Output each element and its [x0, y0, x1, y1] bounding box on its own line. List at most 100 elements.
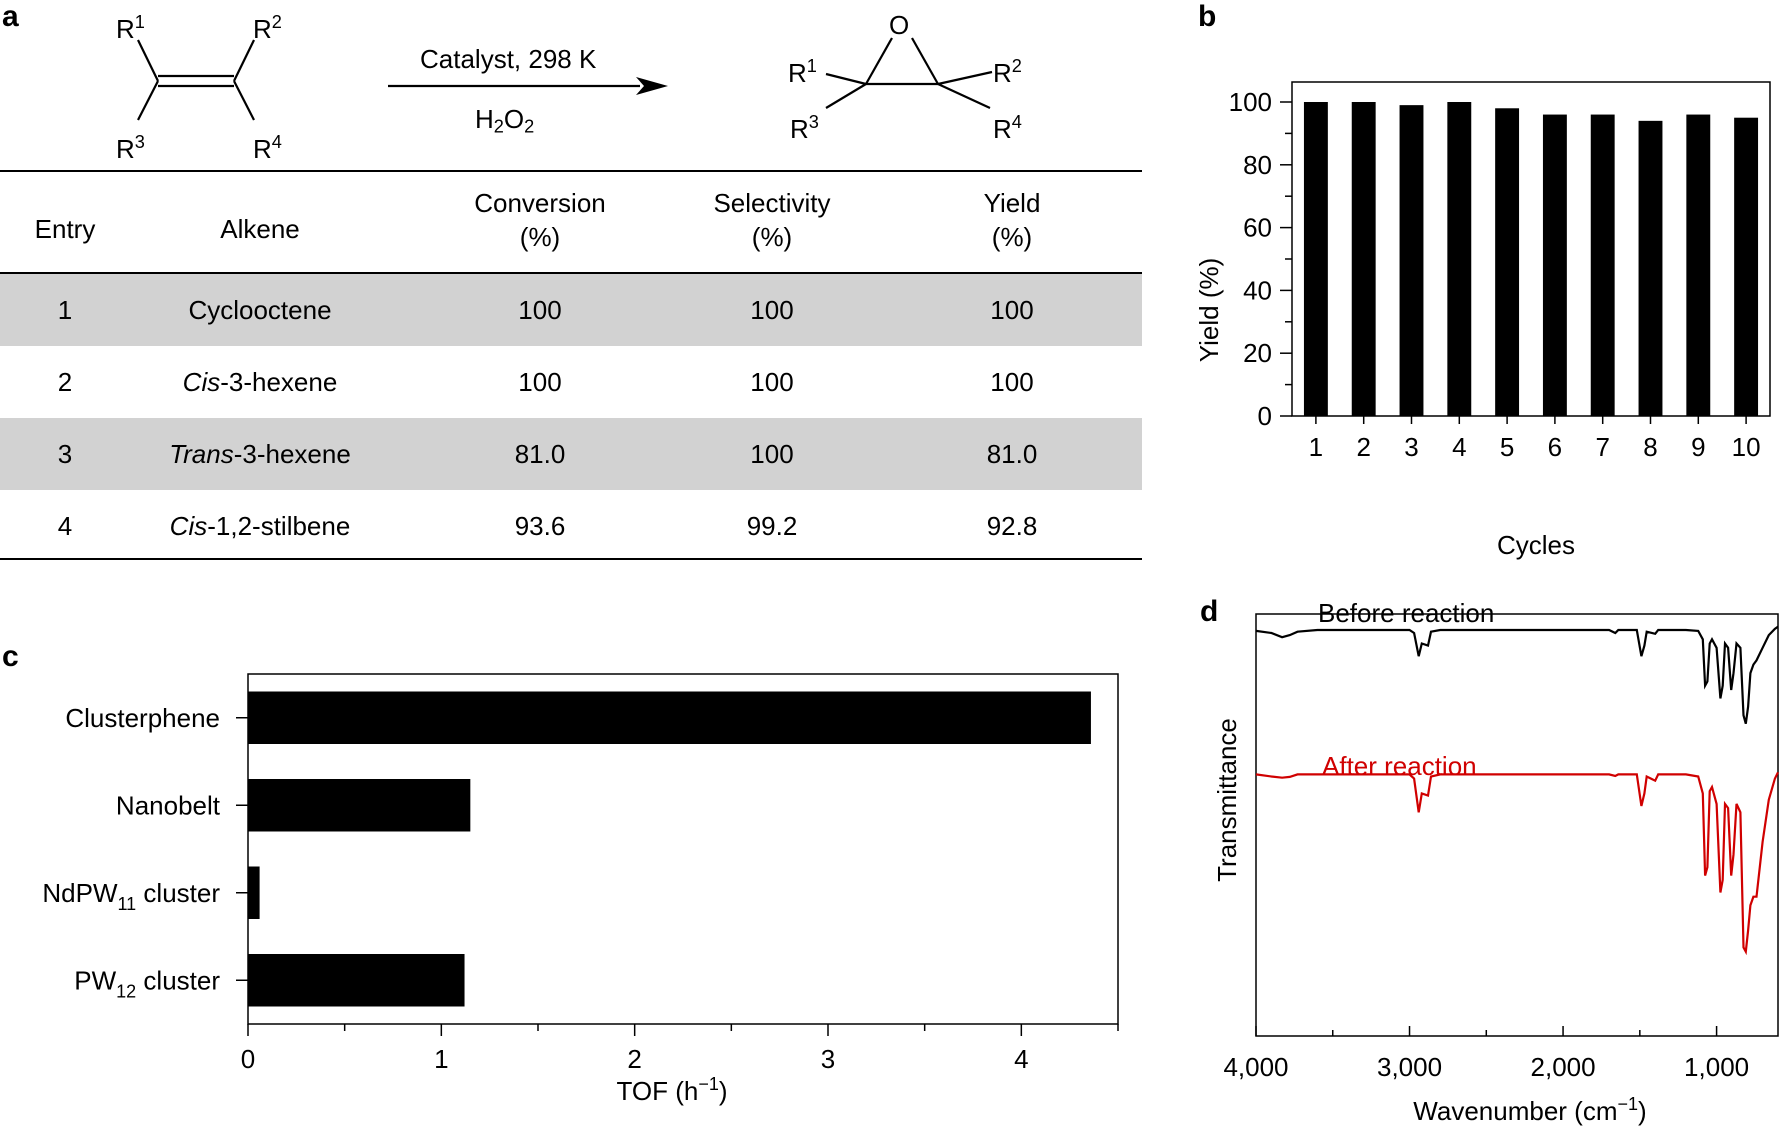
epoxide-oxygen: O: [889, 10, 910, 40]
reactant-r1: R1: [116, 12, 145, 44]
b-x-tick-label: 2: [1356, 432, 1370, 462]
reactant-r3: R3: [116, 132, 145, 164]
table-row: 1 Cyclooctene 100 100 100: [0, 274, 1142, 346]
panel-label-b: b: [1198, 0, 1217, 33]
b-x-tick-label: 8: [1643, 432, 1657, 462]
b-bar: [1686, 114, 1711, 416]
c-category-label: PW12 cluster: [74, 965, 220, 1001]
cell-entry: 2: [57, 366, 73, 397]
panel-label-d: d: [1200, 595, 1219, 628]
b-bar: [1734, 117, 1759, 416]
b-x-tick-label: 5: [1500, 432, 1514, 462]
cell-entry: 4: [57, 510, 73, 541]
table-header-conversion: Conversion (%): [474, 188, 606, 252]
b-x-tick-label: 10: [1732, 432, 1761, 462]
d-plot-frame: [1255, 613, 1779, 1037]
c-x-tick-label: 4: [1014, 1044, 1028, 1074]
b-x-tick-label: 3: [1404, 432, 1418, 462]
product-r4: R4: [993, 112, 1022, 144]
cell-selectivity: 100: [750, 438, 794, 469]
table-header-entry: Entry: [34, 214, 96, 244]
b-plot-frame: [1291, 81, 1771, 417]
table-header-alkene: Alkene: [220, 214, 300, 244]
ir-spectra-chart: Transmittance Wavenumber (cm−1) 4,000 3,0…: [1212, 600, 1779, 1126]
d-y-axis-label: Transmittance: [1212, 718, 1242, 882]
c-bar: [248, 954, 465, 1007]
c-bar: [248, 691, 1091, 744]
table-row: 3 Trans -3-hexene 81.0 100 81.0: [0, 418, 1142, 490]
b-x-tick-label: 7: [1595, 432, 1609, 462]
table-row: 2 Cis -3-hexene 100 100 100: [0, 346, 1142, 418]
b-x-tick-label: 6: [1548, 432, 1562, 462]
cell-alkene: Trans -3-hexene: [169, 438, 351, 469]
d-series-before: [1255, 625, 1779, 724]
b-bar: [1542, 114, 1567, 416]
c-category-label: Clusterphene: [65, 703, 220, 733]
d-legend-before: Before reaction: [1318, 600, 1494, 628]
b-bar: [1495, 108, 1520, 416]
cell-alkene: Cyclooctene: [188, 294, 332, 325]
panel-label-a: a: [2, 0, 19, 33]
c-plot-frame: [247, 673, 1119, 1025]
b-y-tick-label: 40: [1243, 275, 1272, 305]
c-x-axis-label: TOF (h−1): [616, 1074, 727, 1106]
cell-yield: 92.8: [986, 510, 1038, 541]
c-bar: [248, 779, 471, 832]
b-y-axis-label: Yield (%): [1194, 258, 1224, 363]
c-x-tick-label: 3: [821, 1044, 835, 1074]
b-y-tick-label: 80: [1243, 150, 1272, 180]
table-rule-top: [0, 170, 1142, 172]
table-header-selectivity: Selectivity (%): [713, 188, 831, 252]
b-x-tick-label: 4: [1452, 432, 1466, 462]
product-r2: R2: [993, 56, 1022, 88]
d-x-axis-label: Wavenumber (cm−1): [1413, 1094, 1646, 1126]
b-y-tick-label: 20: [1243, 338, 1272, 368]
reaction-reagent: H2O2: [475, 104, 535, 137]
cell-yield: 100: [990, 294, 1034, 325]
d-x-tick-label: 2,000: [1531, 1052, 1596, 1082]
cell-selectivity: 100: [750, 294, 794, 325]
cell-conversion: 100: [518, 294, 562, 325]
cell-alkene: Cis -1,2-stilbene: [169, 510, 351, 541]
yield-cycles-chart: Yield (%) Cycles 0 20 40 60 80 100 1 2 3 4 5 6 7 8 9 10: [1194, 81, 1771, 560]
b-bar: [1399, 105, 1424, 416]
reactant-r4: R4: [253, 132, 282, 164]
c-x-tick-label: 2: [627, 1044, 641, 1074]
table-header-yield: Yield (%): [983, 188, 1041, 252]
table-row: 4 Cis -1,2-stilbene 93.6 99.2 92.8: [0, 490, 1142, 562]
cell-conversion: 100: [518, 366, 562, 397]
c-bar: [248, 866, 260, 919]
cell-alkene: Cis -3-hexene: [182, 366, 338, 397]
b-bar: [1638, 120, 1663, 416]
c-category-label: Nanobelt: [116, 790, 221, 820]
cell-yield: 100: [990, 366, 1034, 397]
c-category-label: NdPW11 cluster: [42, 878, 220, 914]
b-y-tick-label: 100: [1229, 87, 1272, 117]
d-x-tick-label: 3,000: [1377, 1052, 1442, 1082]
b-bar: [1303, 102, 1328, 416]
reaction-bonds: [137, 37, 993, 121]
tof-chart: TOF (h−1) 0 1 2 3 4 Clusterphene Nanobelt NdPW1…: [42, 673, 1119, 1106]
reaction-conditions: Catalyst, 298 K: [420, 44, 597, 74]
table-rule-header: [0, 272, 1142, 274]
cell-conversion: 93.6: [514, 510, 566, 541]
d-series-after: [1255, 771, 1779, 956]
b-x-tick-label: 1: [1309, 432, 1323, 462]
panel-label-c: c: [2, 640, 19, 673]
b-y-tick-label: 60: [1243, 213, 1272, 243]
cell-entry: 3: [57, 438, 73, 469]
table-rule-bottom: [0, 558, 1142, 560]
cell-entry: 1: [57, 294, 73, 325]
c-x-tick-label: 0: [241, 1044, 255, 1074]
b-y-tick-label: 0: [1258, 401, 1272, 431]
b-bar: [1447, 102, 1472, 416]
d-legend-after: After reaction: [1322, 751, 1477, 781]
product-r1: R1: [788, 56, 817, 88]
cell-selectivity: 100: [750, 366, 794, 397]
product-r3: R3: [790, 112, 819, 144]
d-x-tick-label: 4,000: [1223, 1052, 1288, 1082]
b-bar: [1351, 102, 1376, 416]
b-bar: [1590, 114, 1615, 416]
reactant-r2: R2: [253, 12, 282, 44]
cell-yield: 81.0: [986, 438, 1038, 469]
